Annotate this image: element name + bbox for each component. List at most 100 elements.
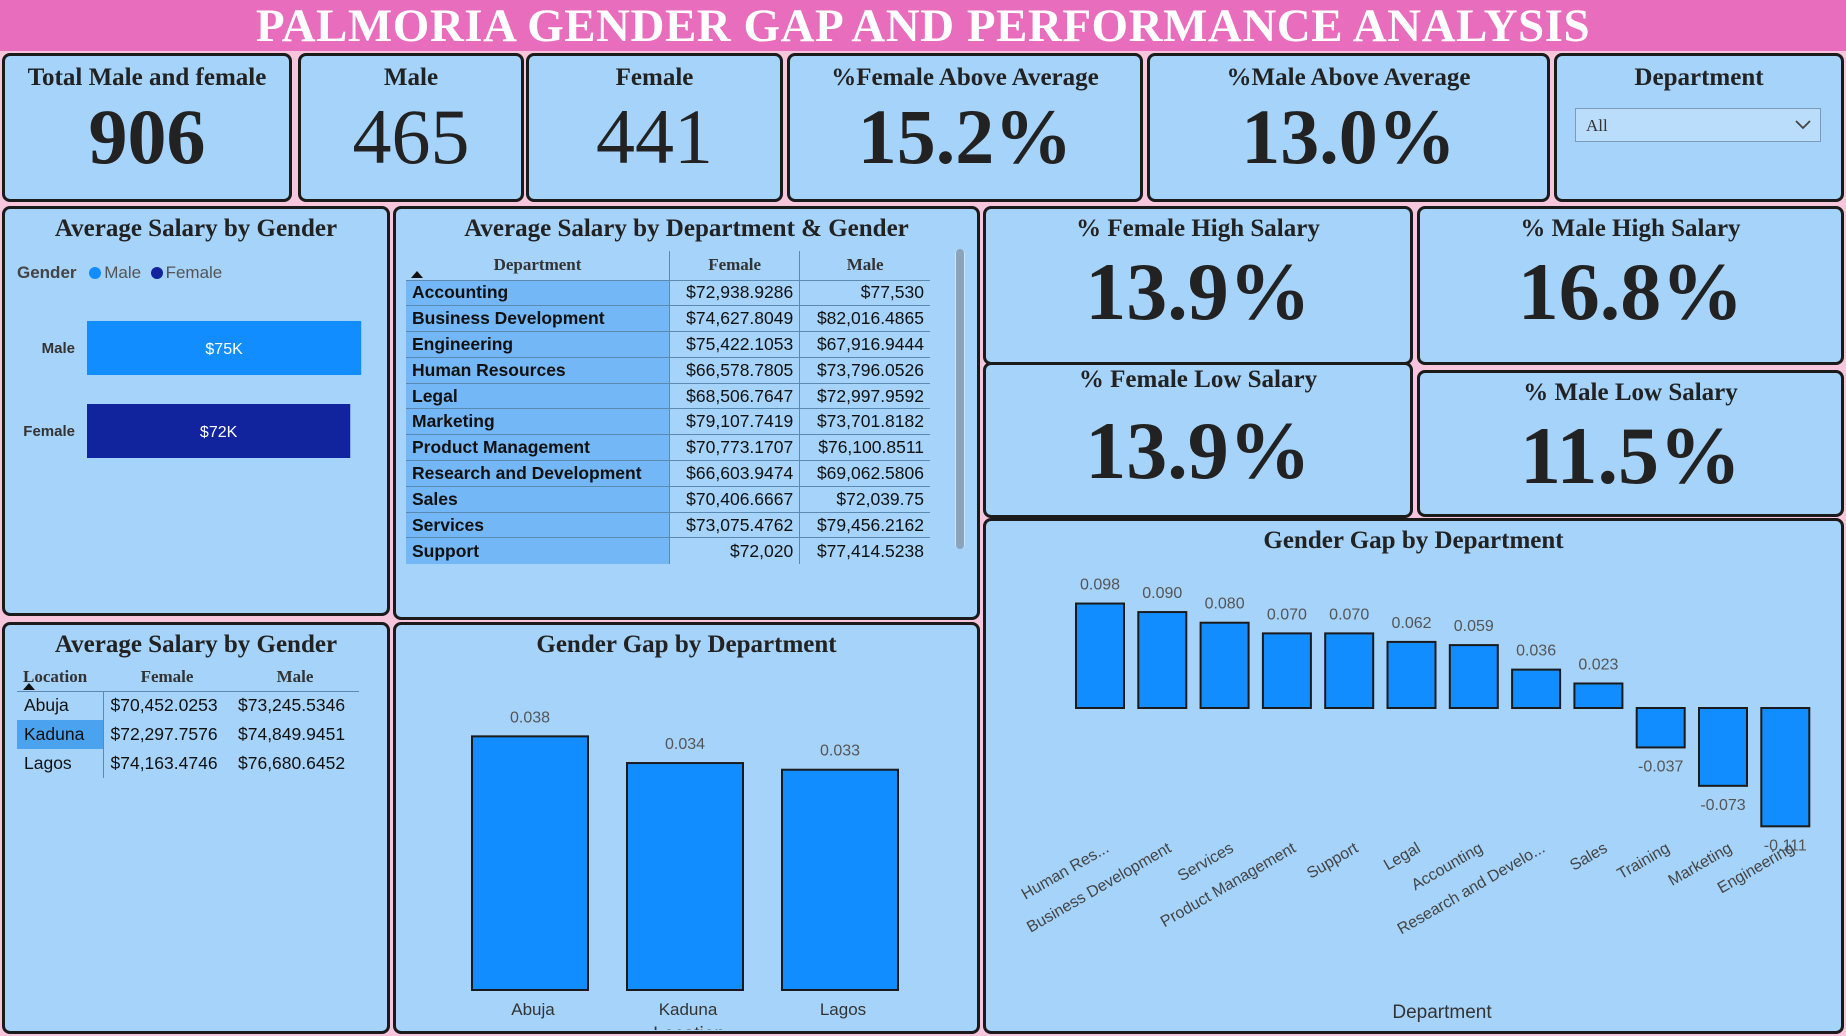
data-label: 0.033 [820,743,860,760]
department-slicer-label: Department [1634,64,1764,91]
bar-female[interactable] [87,404,351,458]
department-slicer-card: Department All [1554,53,1844,202]
gender-gap-department-chart-card[interactable]: Gender Gap by Department 0.098 Human Res.… [983,518,1844,1034]
data-label: 0.036 [1516,643,1556,660]
table-row[interactable]: Sales $70,406.6667 $72,039.75 [406,485,930,513]
kpi-female-above-avg-card[interactable]: %Female Above Average 15.2% [787,53,1143,202]
location-cell: Abuja [17,691,104,720]
table-row[interactable]: Lagos $74,163.4746 $76,680.6452 [17,749,359,778]
kpi-male-label: Male [383,64,439,91]
avg-salary-gender-chart-card[interactable]: Average Salary by Gender Gender Male Fem… [2,206,390,616]
table-scrollbar-thumb[interactable] [956,249,964,549]
table-row[interactable]: Legal $68,506.7647 $72,997.9592 [406,382,930,409]
tick-label: Abuja [511,1000,555,1019]
sort-ascending-icon [411,270,423,278]
table-row[interactable]: Human Resources $66,578.7805 $73,796.0526 [406,356,930,384]
female-salary-cell: $72,938.9286 [669,279,801,306]
female-low-salary-card[interactable]: % Female Low Salary 13.9% [983,362,1413,518]
department-cell: Support [406,537,670,564]
male-salary-cell: $79,456.2162 [799,511,930,538]
kpi-male-above-avg-card[interactable]: %Male Above Average 13.0% [1147,53,1550,202]
bar-department[interactable] [1760,707,1811,828]
female-high-salary-value: 13.9% [1085,246,1311,337]
location-salary-table-card[interactable]: Average Salary by Gender Location Female… [2,622,390,1034]
bar-department[interactable] [1261,632,1312,709]
table-row[interactable]: Marketing $79,107.7419 $73,701.8182 [406,408,930,435]
chevron-down-icon [1795,120,1811,130]
legend-female-dot [150,267,163,279]
female-salary-cell: $66,578.7805 [669,356,801,384]
table-row[interactable]: Accounting $72,938.9286 $77,530 [406,279,930,306]
dept-salary-table-card[interactable]: Average Salary by Department & Gender De… [393,206,980,620]
department-dropdown[interactable]: All [1575,108,1821,142]
data-label: 0.062 [1391,615,1431,632]
data-label: 0.038 [510,709,550,726]
kpi-female-above-avg-label: %Female Above Average [831,64,1099,91]
col-header-female[interactable]: Female [140,666,194,686]
bar-male[interactable] [87,321,362,375]
category-label: Male [42,340,75,357]
kpi-female-value: 441 [596,93,713,180]
tick-label: Sales [1567,840,1610,875]
department-cell: Engineering [406,331,670,358]
bar-lagos[interactable] [781,768,899,991]
kpi-male-card[interactable]: Male 465 [298,53,524,202]
data-label: 0.034 [665,736,705,753]
dept-salary-table: Department Female Male Accounting $72,938… [406,251,930,564]
legend-male-dot [89,267,102,279]
department-cell: Human Resources [406,356,670,384]
data-label: 0.098 [1080,577,1120,594]
bar-abuja[interactable] [471,735,589,991]
col-header-male[interactable]: Male [846,255,884,275]
bar-kaduna[interactable] [626,762,744,991]
male-high-salary-label: % Male High Salary [1520,215,1741,242]
female-salary-cell: $70,452.0253 [110,695,218,716]
female-high-salary-card[interactable]: % Female High Salary 13.9% [983,206,1413,365]
gender-gap-location-chart-card[interactable]: Gender Gap by Department 0.038 Abuja 0.034… [393,622,980,1034]
data-label: -0.037 [1638,758,1683,775]
col-header-female[interactable]: Female [669,251,801,280]
bar-department[interactable] [1635,707,1686,749]
male-low-salary-value: 11.5% [1520,410,1741,501]
department-dropdown-value: All [1586,116,1608,135]
bar-department[interactable] [1324,632,1375,709]
kpi-female-card[interactable]: Female 441 [526,53,783,202]
tick-label: Training [1615,840,1673,883]
table-scrollbar[interactable] [955,249,965,549]
bar-department[interactable] [1511,668,1562,709]
bar-department[interactable] [1199,621,1250,709]
department-cell: Product Management [406,434,670,461]
table-row[interactable]: Business Development $74,627.8049 $82,016.… [406,305,930,332]
col-header-male[interactable]: Male [276,666,314,686]
table-row[interactable]: Research and Development $66,603.9474 $69,… [406,460,930,487]
bar-department[interactable] [1573,682,1624,710]
female-salary-cell: $73,075.4762 [669,511,801,538]
male-salary-cell: $82,016.4865 [799,305,930,332]
male-high-salary-card[interactable]: % Male High Salary 16.8% [1417,206,1844,365]
table-row[interactable]: Kaduna $72,297.7576 $74,849.9451 [17,720,359,749]
col-header-location[interactable]: Location [17,663,103,691]
table-row[interactable]: Abuja $70,452.0253 $73,245.5346 [17,691,359,720]
male-salary-cell: $73,701.8182 [799,408,930,435]
male-salary-cell: $72,997.9592 [799,382,930,409]
female-salary-cell: $70,406.6667 [669,485,801,513]
bar-department[interactable] [1698,707,1748,787]
bar-department[interactable] [1386,640,1437,709]
dept-salary-table-title: Average Salary by Department & Gender [464,215,909,242]
bar-department[interactable] [1448,644,1499,710]
col-header-department[interactable]: Department [406,251,670,280]
table-row[interactable]: Engineering $75,422.1053 $67,916.9444 [406,331,930,358]
male-salary-cell: $77,414.5238 [799,537,930,564]
tick-label: Lagos [820,1000,866,1019]
kpi-male-above-avg-label: %Male Above Average [1226,64,1471,91]
table-row[interactable]: Services $73,075.4762 $79,456.2162 [406,511,930,538]
table-row[interactable]: Product Management $70,773.1707 $76,100.85… [406,434,930,461]
male-salary-cell: $72,039.75 [799,485,930,513]
table-row[interactable]: Support $72,020 $77,414.5238 [406,537,930,564]
bar-department[interactable] [1075,602,1125,710]
kpi-female-label: Female [615,64,694,91]
kpi-total-card[interactable]: Total Male and female 906 [2,53,292,202]
male-low-salary-card[interactable]: % Male Low Salary 11.5% [1417,370,1844,517]
bar-department[interactable] [1137,611,1188,710]
